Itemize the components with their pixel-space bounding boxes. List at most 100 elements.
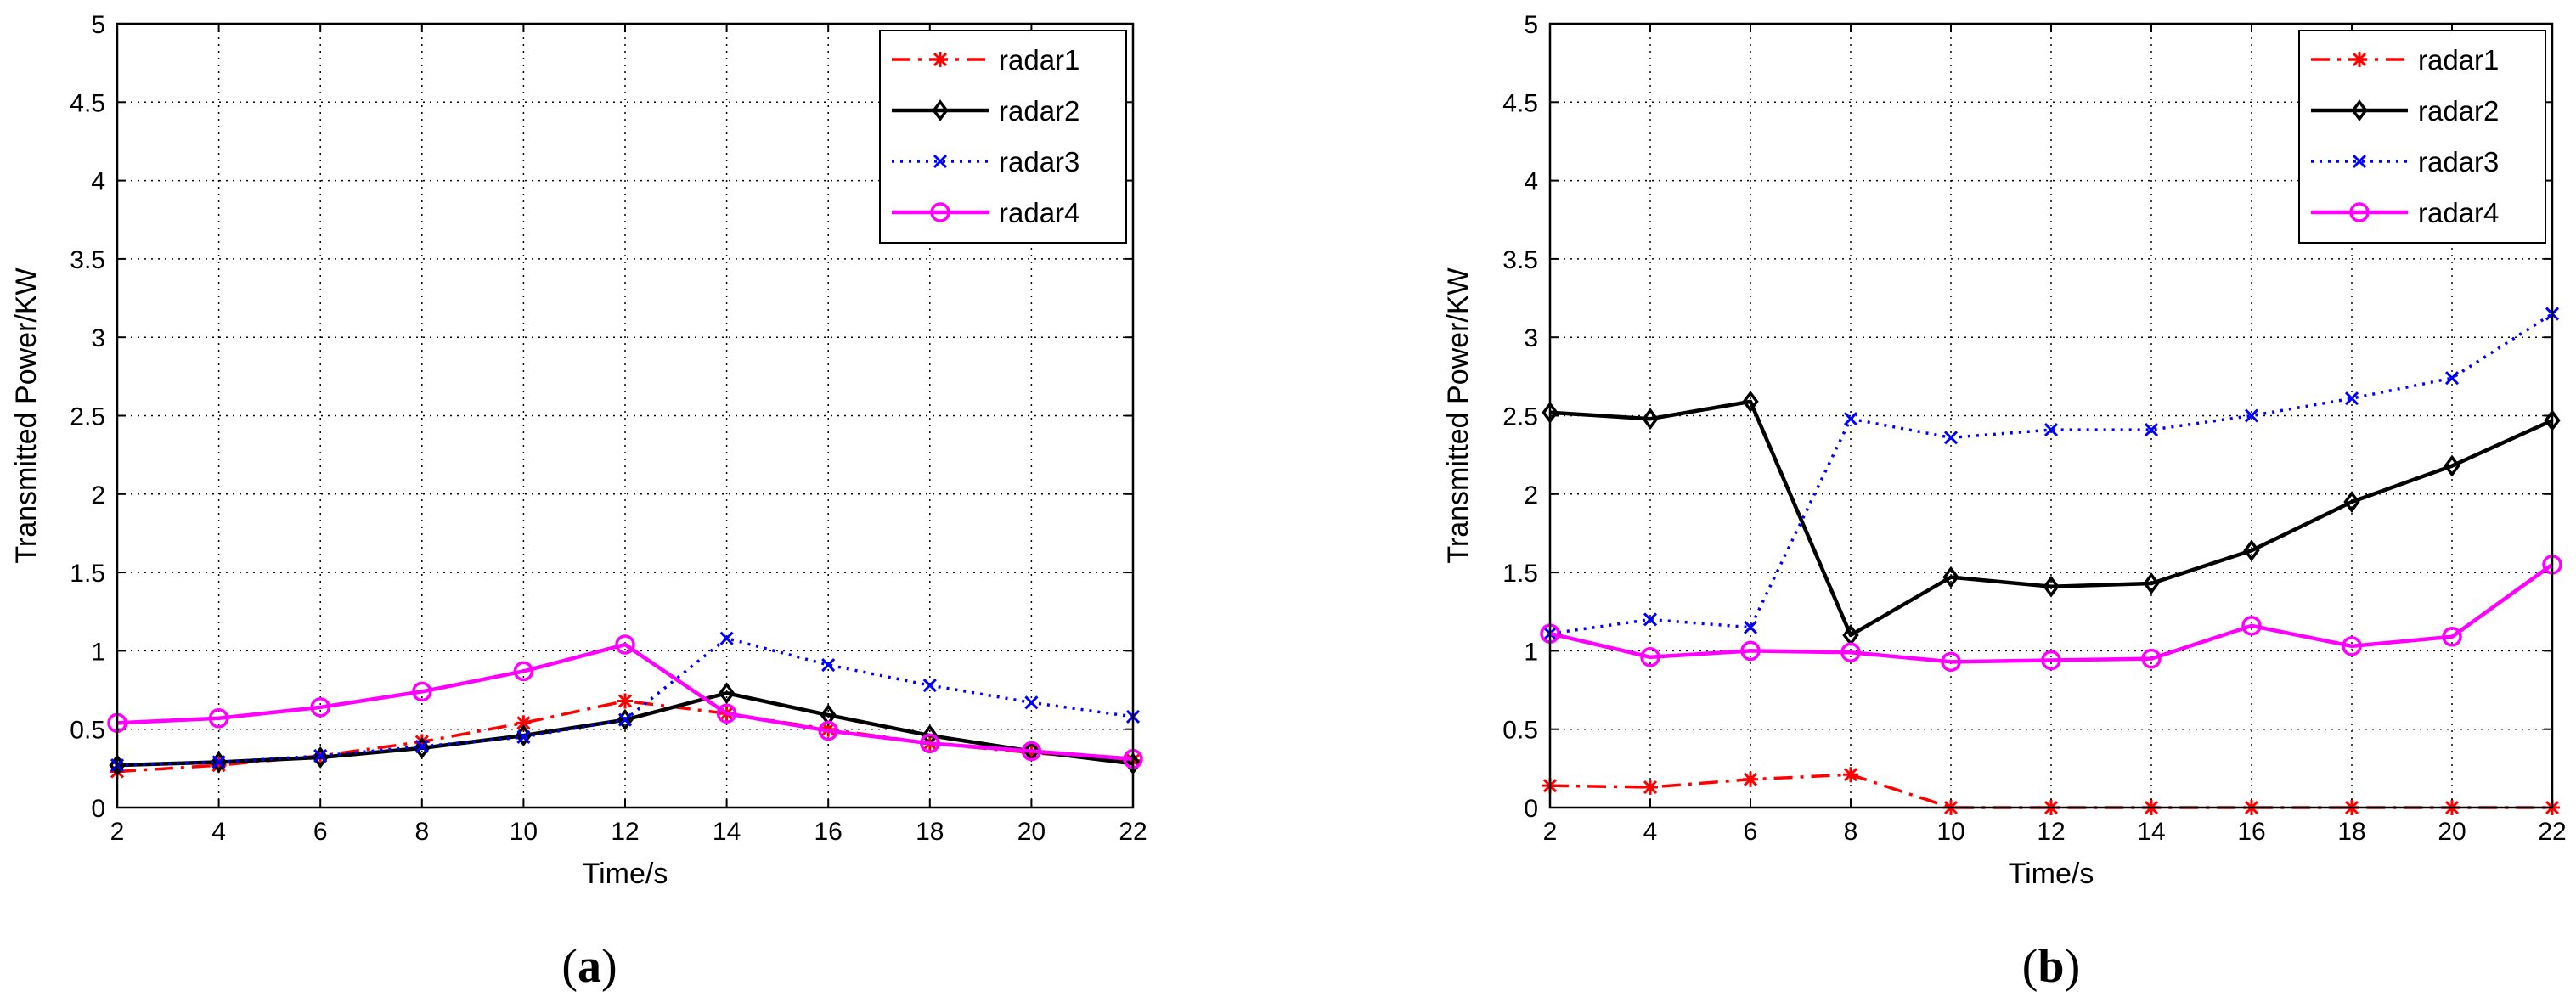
y-tick-label: 1.5	[1502, 560, 1538, 588]
legend-marker	[2351, 99, 2368, 121]
x-tick-label: 4	[1643, 818, 1658, 846]
data-point-radar1	[1843, 767, 1858, 783]
y-tick-label: 1.5	[70, 560, 105, 588]
y-tick-label: 0.5	[70, 717, 105, 745]
y-tick-label: 0.5	[1502, 717, 1538, 745]
x-axis-label: Time/s	[2009, 858, 2094, 890]
legend-label: radar2	[999, 95, 1079, 127]
data-point-radar1	[1743, 771, 1758, 787]
data-point-radar3	[2344, 391, 2359, 406]
legend-marker	[2349, 202, 2370, 222]
data-point-radar3	[2444, 371, 2460, 386]
data-point-radar2	[312, 746, 329, 769]
legend-item-radar2: radar2	[892, 95, 1079, 127]
data-point-radar2	[2444, 454, 2460, 477]
y-tick-label: 1	[91, 638, 105, 666]
legend-item-radar3: radar3	[2311, 146, 2499, 177]
data-point-radar3	[1743, 620, 1758, 634]
x-tick-label: 20	[2438, 818, 2466, 846]
legend-item-radar1: radar1	[892, 44, 1079, 76]
legend-box	[879, 30, 1127, 244]
data-point-radar3	[414, 739, 429, 754]
y-axis-label: Transmitted Power/KW	[1442, 267, 1474, 563]
data-point-radar4	[2342, 636, 2362, 656]
data-point-radar3	[1843, 412, 1858, 426]
data-point-radar4	[208, 708, 229, 729]
data-point-radar3	[617, 712, 633, 727]
legend: radar1 radar2 radar3 radar4	[879, 30, 1127, 244]
x-tick-label: 14	[713, 818, 741, 846]
data-point-radar3	[922, 678, 937, 693]
y-tick-label: 3.5	[1502, 246, 1538, 274]
data-point-radar3	[211, 755, 226, 769]
x-tick-label: 16	[2237, 818, 2265, 846]
y-tick-label: 4.5	[1502, 89, 1538, 117]
data-point-radar4	[310, 697, 330, 718]
data-point-radar2	[2043, 575, 2060, 598]
data-point-radar3	[821, 657, 836, 673]
data-point-radar4	[1640, 647, 1660, 667]
y-tick-label: 0	[1524, 795, 1538, 823]
data-point-radar4	[513, 661, 534, 682]
y-tick-label: 5	[1524, 11, 1538, 39]
data-point-radar2	[718, 682, 736, 705]
data-point-radar4	[1840, 642, 1861, 662]
panel-caption: (b)	[2022, 940, 2080, 993]
x-tick-label: 2	[110, 818, 125, 846]
data-point-radar2	[1642, 408, 1659, 431]
x-tick-label: 6	[313, 818, 328, 846]
x-tick-label: 18	[2337, 818, 2365, 846]
data-point-radar1	[516, 715, 532, 731]
legend-label: radar1	[2418, 44, 2499, 76]
x-tick-label: 20	[1017, 818, 1046, 846]
legend: radar1 radar2 radar3 radar4	[2298, 30, 2546, 244]
data-point-radar3	[2144, 423, 2159, 437]
legend-label: radar1	[999, 44, 1079, 76]
legend-marker	[930, 202, 950, 222]
data-point-radar4	[1021, 741, 1042, 762]
legend-marker	[933, 52, 948, 67]
x-tick-label: 10	[510, 818, 538, 846]
data-point-radar3	[2043, 423, 2059, 437]
legend-label: radar3	[999, 146, 1079, 177]
y-tick-label: 0	[91, 795, 105, 823]
legend-label: radar4	[999, 197, 1079, 228]
data-point-radar3	[1024, 695, 1039, 710]
x-axis-label: Time/s	[583, 858, 668, 890]
x-tick-label: 22	[1119, 818, 1147, 846]
panel-caption: (a)	[561, 940, 617, 993]
series-line-radar4	[1549, 563, 2554, 664]
y-tick-label: 2.5	[70, 403, 105, 431]
data-point-radar4	[1740, 640, 1761, 662]
legend-item-radar3: radar3	[892, 146, 1079, 177]
x-tick-label: 12	[611, 818, 639, 846]
axes-frame	[116, 22, 1135, 809]
data-point-radar2	[2343, 491, 2360, 513]
data-point-radar3	[1943, 431, 1959, 445]
data-point-radar4	[2141, 648, 2162, 669]
data-point-radar3	[516, 729, 531, 744]
y-tick-label: 2.5	[1502, 403, 1538, 431]
panel-caption-letter: b	[2038, 940, 2064, 993]
data-point-radar3	[1643, 612, 1658, 627]
legend-marker	[2352, 52, 2367, 67]
y-tick-label: 3	[91, 324, 105, 352]
x-tick-label: 18	[916, 818, 944, 846]
data-point-radar3	[2244, 408, 2259, 423]
data-point-radar4	[716, 703, 737, 724]
legend-label: radar3	[2418, 146, 2499, 177]
chart-panel-a: 2 4 6 8 10 12 14 16 18 20 22 0 0.5 1 1.5 2 2.5 3 3.5 4 4.5 5 T…	[10, 11, 1147, 993]
data-point-radar4	[920, 733, 940, 754]
legend-item-radar1: radar1	[2311, 44, 2499, 76]
x-tick-label: 14	[2137, 818, 2165, 846]
ticks: 2 4 6 8 10 12 14 16 18 20 22 0 0.5 1 1.5 2 2.5 3 3.5 4 4.5 5	[70, 11, 1147, 846]
series-line-radar2	[1549, 399, 2553, 638]
y-tick-label: 4	[1524, 168, 1538, 196]
legend-box	[2298, 30, 2546, 244]
data-point-radar4	[2241, 616, 2262, 636]
legend-item-radar2: radar2	[2311, 95, 2499, 127]
data-point-radar1	[1643, 780, 1658, 796]
y-tick-label: 3.5	[70, 246, 105, 274]
legend-item-radar4: radar4	[2311, 197, 2499, 228]
y-tick-label: 4.5	[70, 89, 105, 117]
